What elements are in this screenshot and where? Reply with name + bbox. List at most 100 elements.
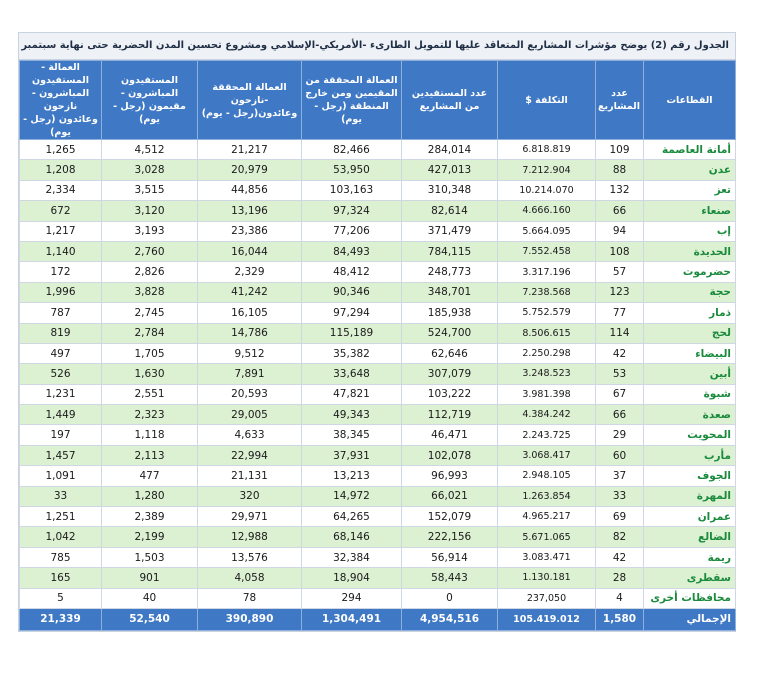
header-sector: القطاعات [643, 60, 736, 140]
table-row: الجوف 37 2.948.105 96,993 13,213 21,131 477 1,0… [19, 465, 736, 487]
cell-cost: 5.671.065 [497, 526, 596, 548]
cell-direct-residents: 2,551 [101, 383, 198, 406]
cell-projects: 69 [595, 506, 644, 528]
table-row: محافظات أخرى 4 237,050 0 294 78 40 5 [19, 587, 736, 609]
total-labor-local: 1,304,491 [301, 607, 402, 631]
cell-sector: عدن [643, 159, 736, 181]
cell-direct-residents: 3,028 [101, 159, 198, 181]
cell-labor-local: 90,346 [301, 281, 402, 304]
table-row: صعدة 66 4.384.242 112,719 49,343 29,005 2,323 1… [19, 404, 736, 426]
cell-beneficiaries: 784,115 [401, 240, 498, 263]
cell-labor-displaced: 4,633 [197, 424, 302, 446]
cell-direct-residents: 2,199 [101, 526, 198, 548]
header-projects: عدد المشاريع [595, 60, 644, 140]
table-row: ذمار 77 5.752.579 185,938 97,294 16,105 2,745 7… [19, 302, 736, 324]
cell-projects: 82 [595, 526, 644, 548]
cell-labor-displaced: 21,131 [197, 465, 302, 487]
cell-beneficiaries: 112,719 [401, 404, 498, 426]
cell-beneficiaries: 58,443 [401, 567, 498, 589]
cell-projects: 123 [595, 281, 644, 304]
cell-direct-residents: 1,503 [101, 546, 198, 569]
cell-cost: 4.666.160 [497, 200, 596, 222]
cell-labor-local: 18,904 [301, 567, 402, 589]
cell-labor-local: 103,163 [301, 179, 402, 202]
cell-direct-displaced: 787 [19, 302, 102, 324]
cell-direct-displaced: 1,996 [19, 281, 102, 304]
cell-beneficiaries: 66,021 [401, 485, 498, 508]
cell-labor-displaced: 29,971 [197, 506, 302, 528]
cell-sector: المحويت [643, 424, 736, 446]
cell-labor-local: 53,950 [301, 159, 402, 181]
cell-direct-residents: 3,120 [101, 200, 198, 222]
cell-direct-residents: 3,193 [101, 220, 198, 242]
cell-cost: 5.664.095 [497, 220, 596, 242]
cell-direct-residents: 1,118 [101, 424, 198, 446]
total-direct-residents: 52,540 [101, 607, 198, 631]
table-row: البيضاء 42 2.250.298 62,646 35,382 9,512 1,705… [19, 342, 736, 365]
cell-direct-residents: 2,113 [101, 444, 198, 467]
cell-labor-local: 35,382 [301, 342, 402, 365]
cell-projects: 67 [595, 383, 644, 406]
cell-labor-displaced: 16,044 [197, 240, 302, 263]
cell-sector: عمران [643, 506, 736, 528]
header-direct-displaced: العمالة - المستفيدون المباشرون - نازحون … [19, 60, 102, 140]
header-labor-displaced: العمالة المحققة -نازحون وعائدون(رجل - يو… [197, 60, 302, 140]
cell-cost: 5.752.579 [497, 302, 596, 324]
cell-direct-residents: 2,760 [101, 240, 198, 263]
cell-sector: تعز [643, 179, 736, 202]
cell-cost: 4.965.217 [497, 506, 596, 528]
cell-labor-displaced: 29,005 [197, 404, 302, 426]
total-sector: الإجمالي [643, 607, 736, 631]
cell-cost: 1.130.181 [497, 567, 596, 589]
cell-direct-displaced: 1,217 [19, 220, 102, 242]
cell-labor-local: 37,931 [301, 444, 402, 467]
cell-labor-local: 97,324 [301, 200, 402, 222]
cell-labor-local: 115,189 [301, 322, 402, 344]
table-row: المحويت 29 2.243.725 46,471 38,345 4,633 1,118… [19, 424, 736, 446]
cell-labor-displaced: 20,979 [197, 159, 302, 181]
cell-sector: سقطرى [643, 567, 736, 589]
header-direct-residents: المستفيدون المباشرون - مقيمون (رجل - يوم… [101, 60, 198, 140]
total-projects: 1,580 [595, 607, 644, 631]
cell-sector: الجوف [643, 465, 736, 487]
table-row: ريمة 42 3.083.471 56,914 32,384 13,576 1,503 78… [19, 546, 736, 569]
table-row: أمانة العاصمة 109 6.818.819 284,014 82,466 21… [19, 138, 736, 161]
cell-cost: 4.384.242 [497, 404, 596, 426]
cell-direct-displaced: 1,042 [19, 526, 102, 548]
cell-labor-displaced: 13,196 [197, 200, 302, 222]
cell-direct-displaced: 172 [19, 261, 102, 283]
cell-beneficiaries: 248,773 [401, 261, 498, 283]
cell-cost: 3.317.196 [497, 261, 596, 283]
cell-direct-residents: 4,512 [101, 138, 198, 161]
cell-labor-displaced: 9,512 [197, 342, 302, 365]
projects-table: القطاعات عدد المشاريع التكلفة $ عدد المس… [19, 60, 736, 631]
cell-cost: 1.263.854 [497, 485, 596, 508]
cell-direct-residents: 2,784 [101, 322, 198, 344]
header-beneficiaries: عدد المستفيدين من المشاريع [401, 60, 498, 140]
cell-labor-local: 68,146 [301, 526, 402, 548]
cell-projects: 60 [595, 444, 644, 467]
cell-projects: 114 [595, 322, 644, 344]
cell-cost: 3.068.417 [497, 444, 596, 467]
cell-labor-displaced: 78 [197, 587, 302, 609]
cell-beneficiaries: 62,646 [401, 342, 498, 365]
cell-beneficiaries: 310,348 [401, 179, 498, 202]
cell-labor-local: 47,821 [301, 383, 402, 406]
cell-direct-residents: 3,828 [101, 281, 198, 304]
cell-direct-displaced: 1,208 [19, 159, 102, 181]
cell-projects: 42 [595, 546, 644, 569]
cell-direct-displaced: 1,449 [19, 404, 102, 426]
cell-projects: 132 [595, 179, 644, 202]
cell-cost: 2.243.725 [497, 424, 596, 446]
cell-direct-displaced: 1,265 [19, 138, 102, 161]
table-row: عدن 88 7.212.904 427,013 53,950 20,979 3,028 1,… [19, 159, 736, 181]
cell-projects: 108 [595, 240, 644, 263]
cell-labor-local: 49,343 [301, 404, 402, 426]
cell-labor-displaced: 320 [197, 485, 302, 508]
cell-labor-local: 38,345 [301, 424, 402, 446]
cell-beneficiaries: 152,079 [401, 506, 498, 528]
cell-beneficiaries: 348,701 [401, 281, 498, 304]
cell-labor-displaced: 41,242 [197, 281, 302, 304]
table-row: حجة 123 7.238.568 348,701 90,346 41,242 3,828 1… [19, 281, 736, 304]
cell-sector: البيضاء [643, 342, 736, 365]
